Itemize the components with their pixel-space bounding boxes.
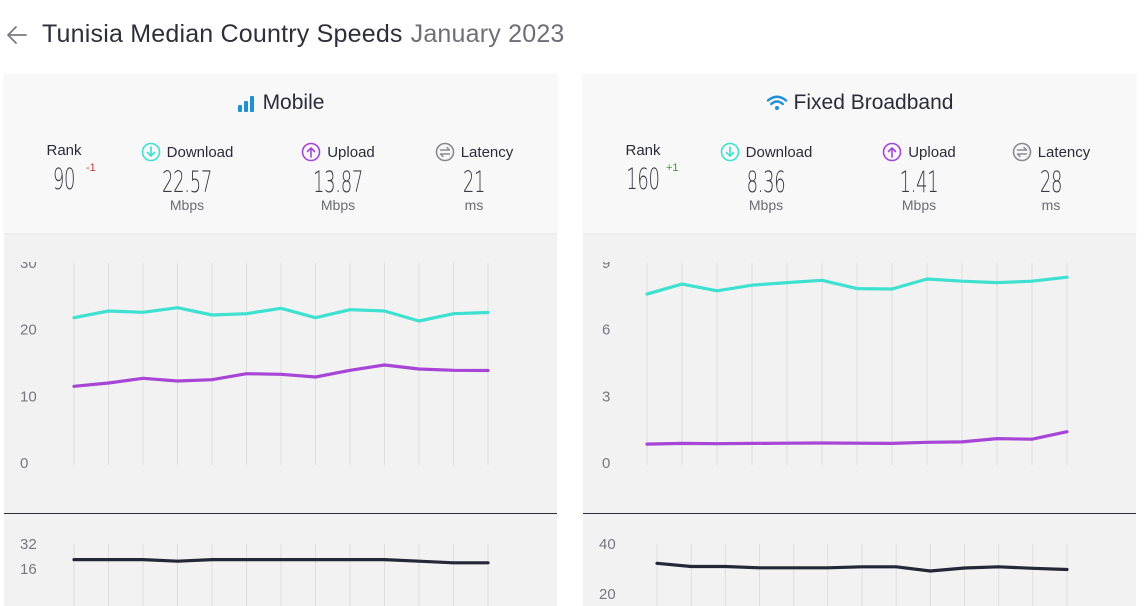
latency-label: Latency	[1037, 143, 1091, 161]
page-title: Tunisia Median Country Speeds January 202…	[42, 20, 565, 49]
download-label-row: Download	[132, 142, 242, 162]
mobile-speed-y-tick-label: 0	[20, 455, 28, 472]
upload-value: 1.41	[899, 165, 939, 199]
rank-value: 90	[52, 162, 76, 196]
download-label: Download	[745, 143, 813, 161]
fixed-download-metric: Download 8.36 Mbps	[711, 142, 821, 213]
latency-label: Latency	[460, 143, 514, 161]
chart-divider	[583, 513, 1136, 514]
fixed-speed-y-tick-label: 3	[602, 388, 610, 405]
download-unit: Mbps	[169, 197, 205, 213]
fixed-panel-title: Fixed Broadband	[583, 91, 1136, 115]
fixed-title-text: Fixed Broadband	[793, 91, 954, 114]
fixed-latency-metric: Latency 28 ms	[1001, 142, 1101, 213]
mobile-latency-y-tick-label: 32	[20, 536, 37, 553]
mobile-speed-y-tick-label: 10	[20, 388, 37, 405]
rank-label: Rank	[625, 142, 661, 159]
upload-label: Upload	[908, 143, 956, 161]
latency-swap-icon	[435, 142, 455, 162]
fixed-latency-y-tick-label: 40	[599, 536, 616, 553]
download-unit: Mbps	[748, 197, 784, 213]
mobile-upload-metric: Upload 13.87 Mbps	[288, 142, 388, 213]
download-label: Download	[166, 143, 234, 161]
mobile-latency-metric: Latency 21 ms	[424, 142, 524, 213]
mobile-panel-title: Mobile	[4, 91, 557, 115]
fixed-speed-y-tick-label: 0	[602, 455, 610, 472]
download-label-row: Download	[711, 142, 821, 162]
download-arrow-icon	[141, 142, 160, 162]
fixed-speed-series-line-1	[645, 275, 1069, 296]
mobile-latency-y-tick-label: 16	[20, 561, 37, 578]
rank-value: 160	[626, 162, 660, 196]
upload-unit: Mbps	[320, 197, 356, 213]
rank-change: -1	[86, 162, 96, 174]
rank-label: Rank	[46, 142, 82, 159]
mobile-speed-series-line-1	[72, 306, 490, 323]
fixed-speed-y-tick-label: 6	[602, 322, 610, 339]
fixed-speed-chart: 0 3 6 9	[602, 262, 1069, 472]
mobile-download-metric: Download 22.57 Mbps	[132, 142, 242, 213]
upload-label-row: Upload	[288, 142, 388, 162]
fixed-latency-y-tick-label: 20	[599, 586, 616, 603]
upload-unit: Mbps	[901, 197, 937, 213]
upload-value: 13.87	[313, 165, 363, 199]
mobile-speed-series-line-2	[72, 363, 490, 388]
signal-bars-icon	[237, 96, 254, 112]
page-date: January 2023	[410, 20, 565, 48]
latency-value: 28	[1039, 165, 1063, 199]
latency-unit: ms	[1041, 197, 1061, 213]
fixed-summary: Fixed Broadband Rank 160 +1 Download 8.3…	[583, 74, 1136, 234]
wifi-icon	[766, 95, 787, 110]
upload-label: Upload	[327, 143, 375, 161]
fixed-speed-y-tick-label: 9	[602, 262, 610, 272]
upload-arrow-icon	[301, 142, 321, 162]
latency-label-row: Latency	[1001, 142, 1101, 162]
upload-label-row: Upload	[869, 142, 969, 162]
chart-divider	[4, 513, 557, 514]
upload-arrow-icon	[882, 142, 902, 162]
back-arrow-icon[interactable]	[4, 22, 30, 48]
fixed-panel: Fixed Broadband Rank 160 +1 Download 8.3…	[583, 74, 1136, 606]
fixed-upload-metric: Upload 1.41 Mbps	[869, 142, 969, 213]
mobile-title-text: Mobile	[262, 91, 325, 114]
latency-swap-icon	[1012, 142, 1032, 162]
fixed-speed-series-line-2	[645, 430, 1069, 446]
mobile-summary: Mobile Rank 90 -1 Download 22.57 Mbps	[4, 74, 557, 234]
mobile-rank-metric: Rank 90	[36, 142, 92, 194]
mobile-speed-y-tick-label: 20	[20, 322, 37, 339]
fixed-latency-series-line-1	[655, 561, 1069, 573]
mobile-speed-chart: 0 10 20 30	[20, 262, 490, 472]
page-title-text: Tunisia Median Country Speeds	[42, 20, 403, 48]
latency-unit: ms	[464, 197, 484, 213]
page-header: Tunisia Median Country Speeds January 202…	[0, 14, 1144, 54]
latency-value: 21	[462, 165, 486, 199]
mobile-speed-y-tick-label: 30	[20, 262, 37, 272]
fixed-rank-metric: Rank 160	[613, 142, 673, 194]
latency-label-row: Latency	[424, 142, 524, 162]
rank-change: +1	[666, 162, 679, 174]
mobile-latency-series-line-1	[72, 557, 490, 565]
download-arrow-icon	[720, 142, 739, 162]
download-value: 22.57	[162, 165, 212, 199]
mobile-panel: Mobile Rank 90 -1 Download 22.57 Mbps	[4, 74, 557, 606]
download-value: 8.36	[746, 165, 786, 199]
